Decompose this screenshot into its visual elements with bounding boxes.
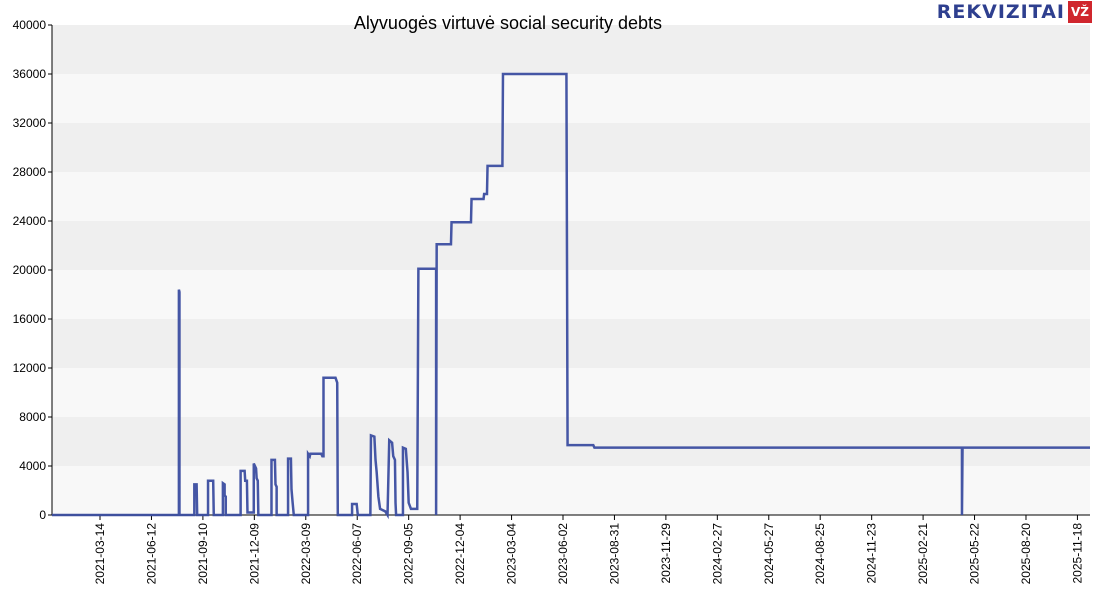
brand-logo: REKVIZITAI VŽ xyxy=(937,1,1092,23)
grid-band xyxy=(52,319,1090,368)
x-tick-label: 2023-06-02 xyxy=(556,523,570,585)
x-tick-label: 2021-03-14 xyxy=(93,523,107,585)
x-tick-label: 2022-06-07 xyxy=(350,523,364,585)
grid-band xyxy=(52,172,1090,221)
y-tick-label: 8000 xyxy=(19,410,46,424)
x-axis: 2021-03-14 2021-06-12 2021-09-10 2021-12-09… xyxy=(52,514,1090,585)
x-tick-label: 2025-05-22 xyxy=(968,523,982,585)
x-tick-label: 2025-11-18 xyxy=(1070,523,1084,584)
logo-text: REKVIZITAI xyxy=(936,1,1065,23)
grid-band xyxy=(52,74,1090,123)
grid-band xyxy=(52,368,1090,417)
logo-badge: VŽ xyxy=(1068,1,1092,23)
grid-band xyxy=(52,417,1090,466)
y-tick-label: 32000 xyxy=(13,116,47,130)
grid-band xyxy=(52,25,1090,74)
x-tick-label: 2024-11-23 xyxy=(865,523,879,584)
y-tick-label: 28000 xyxy=(13,165,47,179)
x-tick-label: 2021-09-10 xyxy=(196,523,210,585)
y-tick-label: 20000 xyxy=(13,263,47,277)
grid-bands xyxy=(52,25,1090,515)
x-tick-label: 2023-11-29 xyxy=(659,523,673,584)
x-tick-label: 2022-12-04 xyxy=(453,523,467,585)
y-tick-label: 0 xyxy=(39,508,46,522)
y-axis: 0 4000 8000 12000 16000 20000 24000 28000 32000 3… xyxy=(13,18,53,522)
x-tick-label: 2022-03-09 xyxy=(299,523,313,585)
y-tick-label: 12000 xyxy=(13,361,47,375)
series-layer xyxy=(52,72,1090,520)
x-tick-label: 2021-12-09 xyxy=(247,523,261,585)
y-tick-label: 40000 xyxy=(13,18,47,32)
y-tick-label: 4000 xyxy=(19,459,46,473)
x-tick-label: 2022-09-05 xyxy=(402,523,416,585)
x-tick-label: 2025-08-20 xyxy=(1019,523,1033,585)
x-tick-label: 2023-08-31 xyxy=(607,523,621,585)
x-tick-label: 2023-03-04 xyxy=(505,523,519,585)
y-tick-label: 16000 xyxy=(13,312,47,326)
x-tick-label: 2021-06-12 xyxy=(144,523,158,585)
y-tick-label: 36000 xyxy=(13,67,47,81)
x-tick-label: 2024-05-27 xyxy=(762,523,776,585)
grid-band xyxy=(52,270,1090,319)
x-tick-label: 2025-02-21 xyxy=(916,523,930,585)
x-tick-label: 2024-02-27 xyxy=(710,523,724,585)
grid-band xyxy=(52,221,1090,270)
chart-title: Alyvuogės virtuvė social security debts xyxy=(354,13,662,33)
y-tick-label: 24000 xyxy=(13,214,47,228)
x-tick-label: 2024-08-25 xyxy=(813,523,827,585)
series-line xyxy=(52,72,1090,520)
grid-band xyxy=(52,123,1090,172)
